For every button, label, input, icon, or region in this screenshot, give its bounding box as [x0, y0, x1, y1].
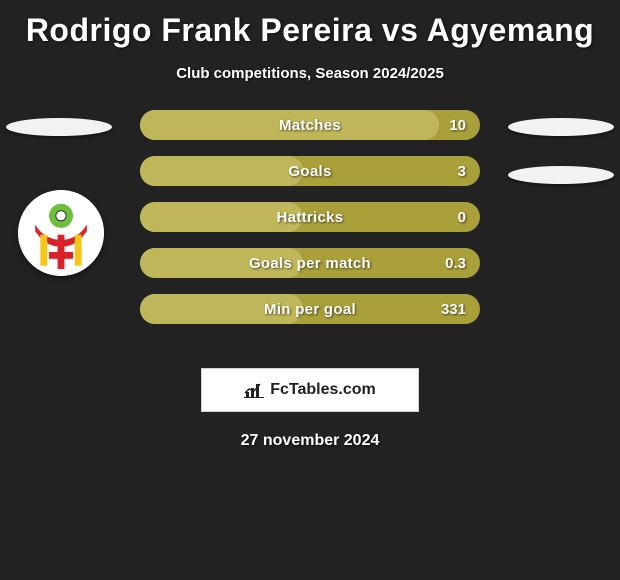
- stat-row-goals: Goals 3: [140, 156, 480, 186]
- brand-text: FcTables.com: [270, 381, 376, 399]
- brand-chart-icon: [244, 382, 264, 398]
- stat-label: Min per goal: [140, 294, 480, 324]
- club-badge-icon: [18, 190, 104, 276]
- stat-row-goals-per-match: Goals per match 0.3: [140, 248, 480, 278]
- stat-value: 0.3: [445, 248, 466, 278]
- left-ellipse-decoration: [6, 118, 112, 136]
- stat-label: Goals: [140, 156, 480, 186]
- stats-area: Matches 10 Goals 3 Hattricks 0 Goals per…: [0, 110, 620, 350]
- stat-bars: Matches 10 Goals 3 Hattricks 0 Goals per…: [140, 110, 480, 340]
- right-ellipse-decoration-2: [508, 166, 614, 184]
- stat-label: Hattricks: [140, 202, 480, 232]
- stat-row-min-per-goal: Min per goal 331: [140, 294, 480, 324]
- stat-row-matches: Matches 10: [140, 110, 480, 140]
- stat-row-hattricks: Hattricks 0: [140, 202, 480, 232]
- club-badge: [18, 190, 104, 276]
- stat-label: Goals per match: [140, 248, 480, 278]
- stat-value: 10: [449, 110, 466, 140]
- brand-box[interactable]: FcTables.com: [201, 368, 419, 412]
- stat-value: 331: [441, 294, 466, 324]
- stat-label: Matches: [140, 110, 480, 140]
- stat-value: 3: [458, 156, 466, 186]
- right-ellipse-decoration-1: [508, 118, 614, 136]
- stat-value: 0: [458, 202, 466, 232]
- page-title: Rodrigo Frank Pereira vs Agyemang: [0, 0, 620, 49]
- page-subtitle: Club competitions, Season 2024/2025: [0, 65, 620, 82]
- date-text: 27 november 2024: [0, 432, 620, 450]
